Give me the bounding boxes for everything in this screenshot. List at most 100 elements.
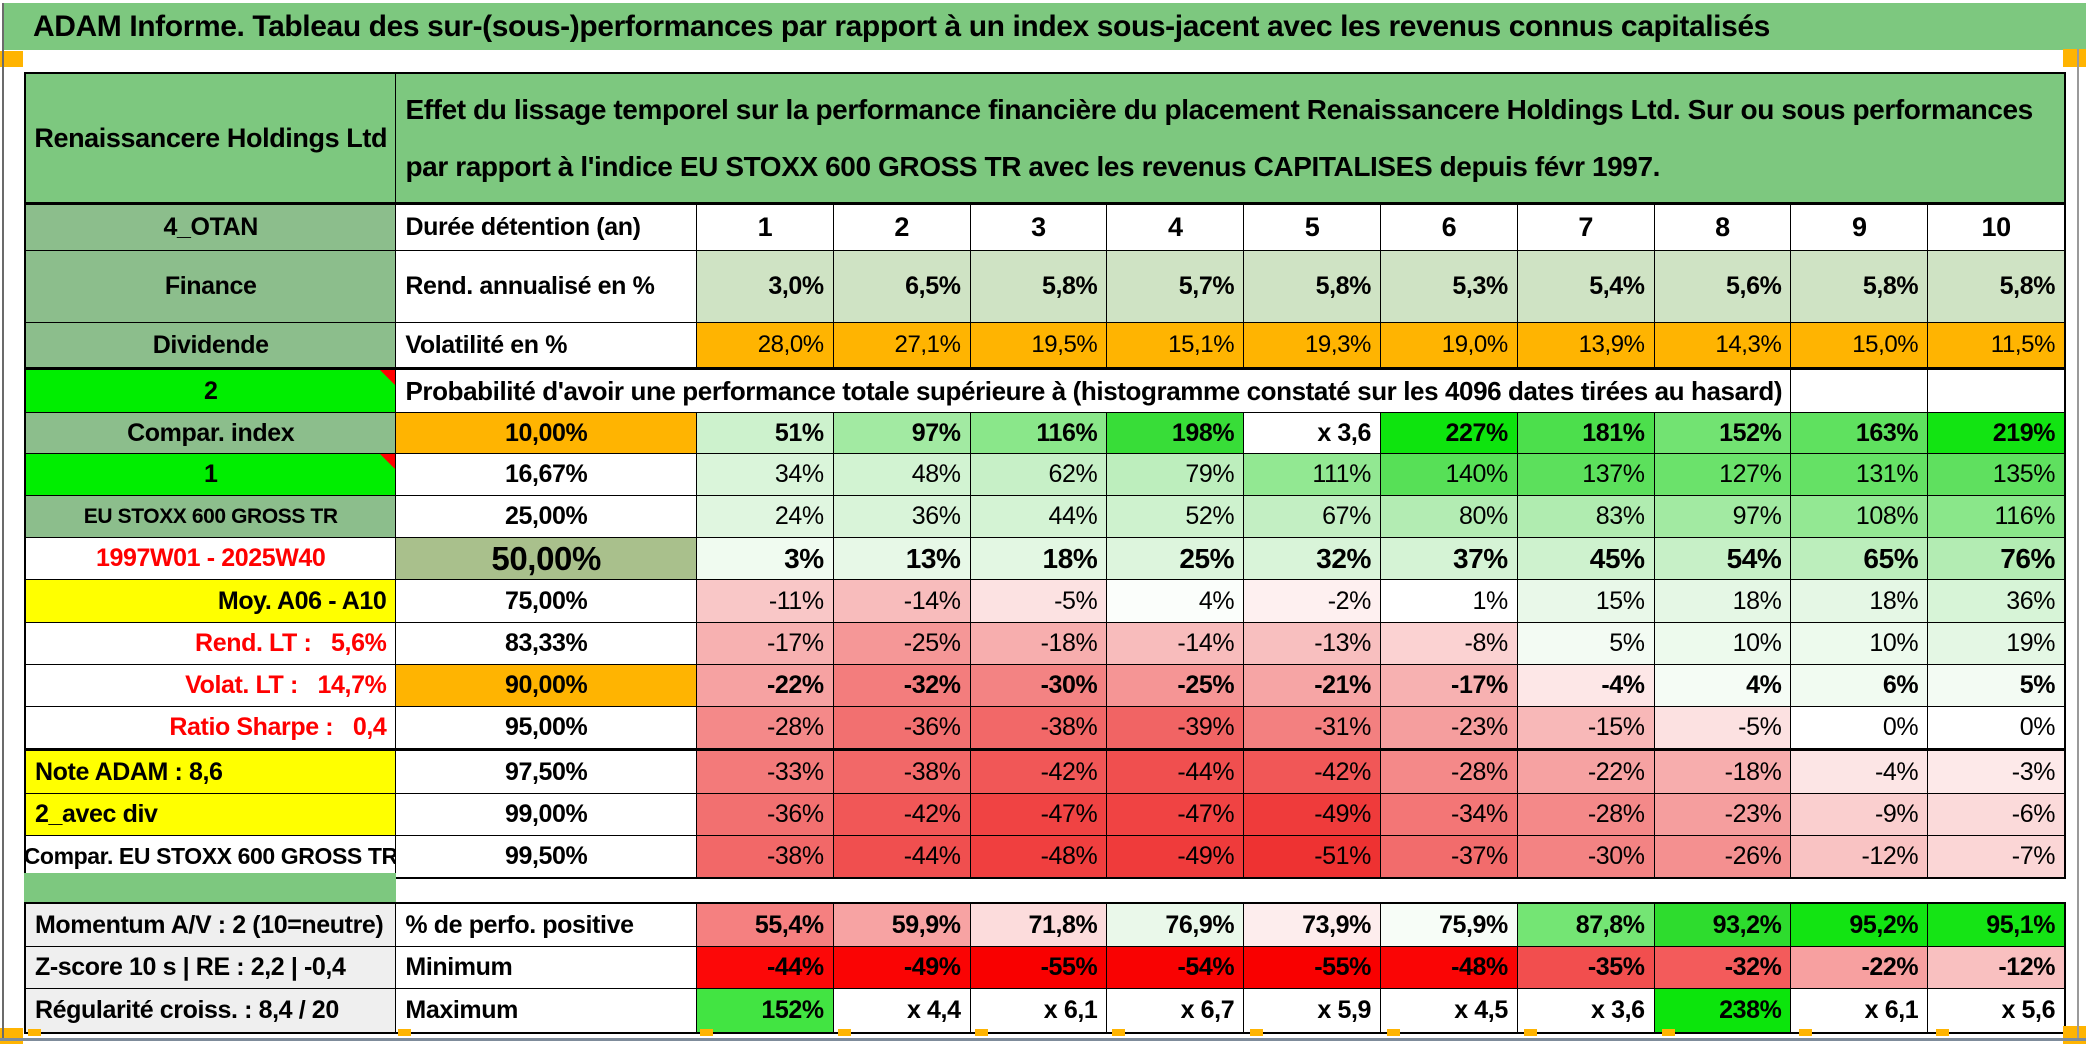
table-cell[interactable]: 67% — [1244, 496, 1381, 538]
table-cell[interactable]: -22% — [1791, 947, 1929, 989]
table-cell[interactable]: -4% — [1517, 665, 1655, 707]
table-cell[interactable]: 27,1% — [833, 323, 971, 370]
table-cell[interactable]: 95,2% — [1791, 904, 1929, 947]
table-cell[interactable]: 131% — [1791, 454, 1929, 496]
table-cell[interactable]: 9 — [1791, 205, 1929, 251]
threshold-cell[interactable]: 50,00% — [396, 538, 697, 580]
table-cell[interactable]: 227% — [1380, 413, 1518, 454]
table-cell[interactable]: -30% — [970, 665, 1108, 707]
table-cell[interactable]: 6% — [1791, 665, 1929, 707]
table-cell[interactable]: 80% — [1380, 496, 1518, 538]
table-cell[interactable]: 5% — [1928, 665, 2065, 707]
row-label[interactable]: Momentum A/V : 2 (10=neutre) — [26, 904, 397, 947]
table-cell[interactable]: 5,7% — [1107, 251, 1245, 323]
row-metric[interactable]: % de perfo. positive — [396, 904, 697, 947]
table-cell[interactable]: -7% — [1928, 836, 2065, 877]
table-cell[interactable] — [1791, 370, 1929, 413]
table-cell[interactable]: 36% — [1928, 580, 2065, 623]
row-label[interactable]: 1997W01 - 2025W40 — [26, 538, 397, 580]
table-cell[interactable]: x 4,4 — [833, 989, 971, 1032]
table-cell[interactable]: 36% — [833, 496, 971, 538]
threshold-cell[interactable]: 75,00% — [396, 580, 697, 623]
row-label[interactable]: Z-score 10 s | RE : 2,2 | -0,4 — [26, 947, 397, 989]
row-label[interactable]: 1 — [26, 454, 397, 496]
table-cell[interactable]: x 5,9 — [1244, 989, 1382, 1032]
table-cell[interactable]: 15,0% — [1791, 323, 1929, 370]
table-cell[interactable]: 18% — [1791, 580, 1929, 623]
table-cell[interactable]: 11,5% — [1928, 323, 2065, 370]
row-label[interactable]: 2_avec div — [26, 794, 397, 836]
threshold-cell[interactable]: 10,00% — [396, 413, 697, 454]
table-cell[interactable]: 32% — [1244, 538, 1381, 580]
table-cell[interactable]: -23% — [1654, 794, 1792, 836]
table-cell[interactable]: -9% — [1791, 794, 1929, 836]
threshold-cell[interactable]: 90,00% — [396, 665, 697, 707]
table-cell[interactable]: 65% — [1791, 538, 1929, 580]
table-cell[interactable]: -28% — [1517, 794, 1655, 836]
table-cell[interactable]: -13% — [1244, 623, 1381, 665]
table-cell[interactable]: 10% — [1791, 623, 1929, 665]
table-cell[interactable]: -2% — [1244, 580, 1381, 623]
row-metric[interactable]: Rend. annualisé en % — [396, 251, 697, 323]
table-cell[interactable]: -18% — [970, 623, 1108, 665]
table-cell[interactable]: 5,6% — [1654, 251, 1792, 323]
table-cell[interactable]: -30% — [1517, 836, 1655, 877]
table-cell[interactable]: 93,2% — [1654, 904, 1792, 947]
table-cell[interactable]: -42% — [970, 751, 1108, 794]
table-cell[interactable]: 10 — [1928, 205, 2064, 251]
table-cell[interactable]: -51% — [1244, 836, 1381, 877]
table-cell[interactable]: -54% — [1107, 947, 1245, 989]
table-cell[interactable]: 95,1% — [1928, 904, 2065, 947]
table-cell[interactable]: 4 — [1107, 205, 1245, 251]
table-cell[interactable]: -34% — [1381, 794, 1518, 836]
table-cell[interactable]: -55% — [1244, 947, 1382, 989]
table-cell[interactable]: -39% — [1107, 707, 1245, 749]
table-cell[interactable]: -48% — [970, 836, 1108, 877]
table-cell[interactable]: 8 — [1654, 205, 1792, 251]
threshold-cell[interactable]: 95,00% — [396, 707, 697, 749]
table-cell[interactable]: 5 — [1244, 205, 1381, 251]
table-cell[interactable]: 18% — [970, 538, 1108, 580]
table-cell[interactable]: 135% — [1928, 454, 2065, 496]
row-metric[interactable]: Maximum — [396, 989, 697, 1032]
table-cell[interactable]: -14% — [833, 580, 971, 623]
table-cell[interactable]: 238% — [1654, 989, 1792, 1032]
table-cell[interactable]: 2 — [833, 205, 971, 251]
table-cell[interactable]: 48% — [833, 454, 971, 496]
table-cell[interactable]: -17% — [696, 623, 834, 665]
table-cell[interactable]: 19,3% — [1244, 323, 1381, 370]
row-label[interactable]: 2 — [26, 370, 397, 413]
table-cell[interactable]: -47% — [1107, 794, 1245, 836]
table-cell[interactable]: -25% — [833, 623, 971, 665]
table-cell[interactable]: 97% — [1654, 496, 1792, 538]
table-cell[interactable]: 7 — [1517, 205, 1655, 251]
probability-header-cell[interactable]: Probabilité d'avoir une performance tota… — [396, 370, 1792, 413]
threshold-cell[interactable]: 97,50% — [396, 751, 697, 794]
table-cell[interactable]: 181% — [1517, 413, 1655, 454]
row-label[interactable]: Ratio Sharpe : 0,4 — [26, 707, 397, 749]
table-cell[interactable]: -22% — [1517, 751, 1655, 794]
table-cell[interactable]: -28% — [696, 707, 834, 749]
table-cell[interactable]: 127% — [1654, 454, 1792, 496]
table-cell[interactable]: -44% — [696, 947, 834, 989]
row-label[interactable]: Note ADAM : 8,6 — [26, 751, 397, 794]
row-label[interactable]: EU STOXX 600 GROSS TR — [26, 496, 397, 538]
table-cell[interactable]: -15% — [1517, 707, 1655, 749]
row-label[interactable]: Dividende — [26, 323, 397, 370]
table-cell[interactable]: -28% — [1381, 751, 1518, 794]
table-cell[interactable]: 15,1% — [1107, 323, 1245, 370]
table-cell[interactable]: 152% — [696, 989, 834, 1032]
row-metric[interactable]: Volatilité en % — [396, 323, 697, 370]
table-cell[interactable]: 4% — [1654, 665, 1792, 707]
table-cell[interactable]: 83% — [1517, 496, 1655, 538]
row-label[interactable]: Rend. LT : 5,6% — [26, 623, 397, 665]
row-label[interactable]: Finance — [26, 251, 397, 323]
table-cell[interactable]: x 3,6 — [1244, 413, 1381, 454]
table-cell[interactable]: 19% — [1928, 623, 2065, 665]
table-cell[interactable]: -12% — [1791, 836, 1929, 877]
table-cell[interactable]: 152% — [1654, 413, 1792, 454]
table-cell[interactable]: -49% — [1244, 794, 1381, 836]
table-cell[interactable]: 52% — [1107, 496, 1245, 538]
table-cell[interactable]: 4% — [1107, 580, 1245, 623]
table-cell[interactable]: 18% — [1654, 580, 1792, 623]
